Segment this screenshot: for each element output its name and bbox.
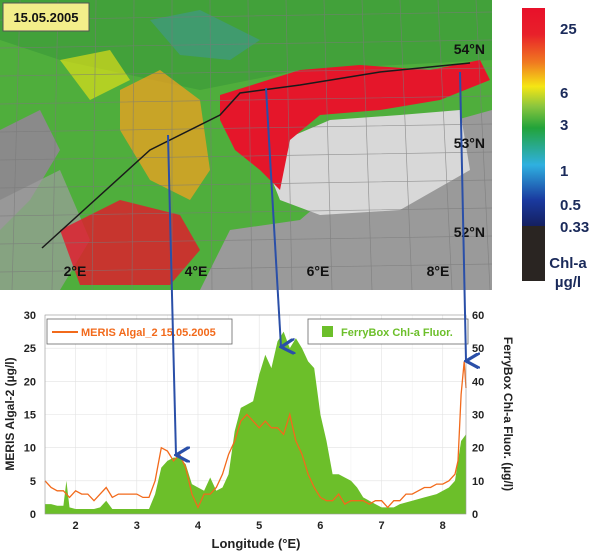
y-tick-label-right: 0	[472, 509, 478, 521]
satellite-map: 15.05.2005 54°N 53°N 52°N 2°E 4°E 6°E 8°…	[0, 0, 493, 291]
meris-line	[44, 361, 467, 509]
chart: 2 3 4 5 6 7 8 0 5 10 15 20 25 30 0 10 20 30 40 50 60 Longi…	[3, 310, 515, 551]
plot-frame	[44, 314, 467, 515]
colorbar-tick: 0.33	[560, 219, 589, 236]
colorbar-unit: µg/l	[555, 274, 581, 291]
map-bloom	[220, 60, 490, 190]
y-tick-label-left: 0	[30, 509, 36, 521]
x-tick-label: 2	[73, 520, 79, 532]
x-tick-label: 7	[378, 520, 384, 532]
colorbar-tick: 1	[560, 163, 568, 180]
y-tick-label-left: 25	[24, 343, 36, 355]
y-tick-label-left: 30	[24, 310, 36, 322]
colorbar-tick: 0.5	[560, 197, 581, 214]
y-tick-label-right: 40	[472, 376, 484, 388]
arrow	[265, 87, 281, 347]
colorbar-nodata	[522, 226, 545, 281]
x-tick-label: 3	[134, 520, 140, 532]
x-tick-label: 6	[317, 520, 323, 532]
legend-ferrybox: FerryBox Chl-a Fluor.	[307, 318, 469, 345]
lon-label: 4°E	[185, 263, 208, 279]
lon-label: 2°E	[64, 263, 87, 279]
lat-label: 52°N	[454, 224, 485, 240]
y-ticks-right: 0 10 20 30 40 50 60	[472, 310, 484, 521]
y-tick-label-left: 20	[24, 376, 36, 388]
date-label: 15.05.2005	[13, 10, 78, 25]
colorbar: 25 6 3 1 0.5 0.33 Chl-a µg/l	[522, 8, 589, 291]
correspondence-arrows	[167, 71, 466, 455]
colorbar-tick: 3	[560, 117, 568, 134]
colorbar-gradient	[522, 8, 545, 226]
y-tick-label-right: 30	[472, 410, 484, 422]
lon-label: 8°E	[427, 263, 450, 279]
colorbar-tick: 25	[560, 21, 577, 38]
arrow	[167, 134, 176, 455]
y-ticks-left: 0 5 10 15 20 25 30	[24, 310, 36, 521]
x-tick-label: 4	[195, 520, 202, 532]
lat-label: 53°N	[454, 135, 485, 151]
date-label-box	[2, 2, 90, 32]
lat-label: 54°N	[454, 41, 485, 57]
legend-label: FerryBox Chl-a Fluor.	[341, 327, 453, 339]
y-axis-label-left: MERIS Algal-2 (µg/l)	[3, 357, 17, 470]
x-axis-label: Longitude (°E)	[212, 536, 301, 551]
y-tick-label-right: 10	[472, 476, 484, 488]
y-tick-label-left: 10	[24, 443, 36, 455]
x-tick-label: 5	[256, 520, 262, 532]
legend-meris: MERIS Algal_2 15.05.2005	[46, 318, 233, 345]
x-ticks: 2 3 4 5 6 7 8	[73, 520, 446, 532]
arrow	[459, 71, 466, 361]
colorbar-title: Chl-a	[549, 255, 587, 272]
y-axis-label-right: FerryBox Chl-a Fluor. (µg/l)	[501, 337, 515, 491]
lon-label: 6°E	[307, 263, 330, 279]
y-tick-label-left: 15	[24, 410, 36, 422]
y-tick-label-left: 5	[30, 476, 36, 488]
legend-swatch	[322, 326, 333, 337]
map-graticule	[0, 0, 493, 291]
legend-label: MERIS Algal_2 15.05.2005	[81, 327, 216, 339]
ferry-track	[41, 62, 471, 249]
y-tick-label-right: 50	[472, 343, 484, 355]
x-tick-label: 8	[440, 520, 446, 532]
colorbar-tick: 6	[560, 85, 568, 102]
map-clouds	[260, 110, 470, 215]
y-tick-label-right: 20	[472, 443, 484, 455]
y-tick-label-right: 60	[472, 310, 484, 322]
